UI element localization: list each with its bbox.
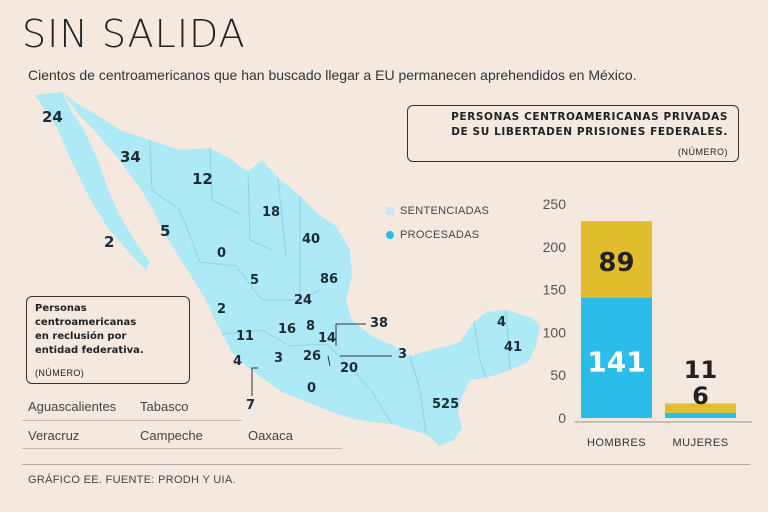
data-label: 6 — [692, 382, 709, 410]
state-label: Aguascalientes — [28, 399, 117, 414]
map-value: 86 — [320, 272, 339, 287]
map-title-line: centroamericanas — [35, 317, 137, 328]
map-value: 3 — [274, 351, 284, 366]
footer-source: GRÁFICO EE. FUENTE: PRODH Y UIA. — [28, 474, 236, 486]
y-tick-label: 200 — [543, 239, 567, 255]
map-value: 34 — [120, 148, 141, 166]
map-title: Personas centroamericanas en reclusión p… — [35, 302, 185, 358]
map-value: 5 — [250, 273, 260, 288]
map-value: 7 — [246, 398, 256, 413]
y-tick-label: 100 — [543, 324, 567, 340]
state-label: Oaxaca — [248, 428, 293, 443]
map-value: 18 — [262, 205, 281, 220]
chart-unit: (NÚMERO) — [678, 147, 728, 157]
map-title-line: en reclusión por — [35, 331, 127, 342]
map-value: 14 — [318, 331, 337, 346]
state-label: Veracruz — [28, 428, 80, 443]
map-value: 41 — [504, 340, 523, 355]
chart-title-box: PERSONAS CENTROAMERICANAS PRIVADAS DE SU… — [407, 105, 739, 162]
y-tick-label: 250 — [543, 196, 567, 212]
map-value: 26 — [303, 349, 322, 364]
map-value: 4 — [233, 354, 243, 369]
map-value: 5 — [160, 222, 171, 240]
y-tick-label: 50 — [550, 367, 566, 383]
map-value: 24 — [294, 293, 313, 308]
map-value: 24 — [42, 108, 63, 126]
data-label: 141 — [587, 346, 645, 379]
x-tick-label: MUJERES — [672, 437, 728, 449]
map-value: 3 — [398, 347, 408, 362]
legend-label: PROCESADAS — [400, 229, 480, 241]
chart-title-line: PERSONAS CENTROAMERICANAS PRIVADAS — [451, 111, 728, 123]
divider — [22, 448, 342, 449]
map-value: 20 — [340, 361, 359, 376]
map-value: 4 — [497, 315, 507, 330]
chart-title: PERSONAS CENTROAMERICANAS PRIVADAS DE SU… — [451, 110, 728, 140]
legend-swatch — [386, 207, 394, 216]
map-value: 38 — [370, 316, 389, 331]
page-subtitle: Cientos de centroamericanos que han busc… — [28, 67, 637, 83]
state-label: Tabasco — [140, 399, 189, 414]
map-title-line: entidad federativa. — [35, 345, 144, 356]
data-label: 11 — [684, 356, 717, 384]
map-value: 40 — [302, 232, 321, 247]
legend-swatch — [386, 231, 394, 240]
page-title: SIN SALIDA — [22, 12, 246, 56]
map-title-line: Personas — [35, 303, 87, 314]
data-label: 89 — [598, 248, 634, 278]
map-value: 16 — [278, 322, 297, 337]
bar-segment-procesadas-mujeres — [665, 412, 736, 418]
bar-segment-procesadas-hombres — [581, 297, 652, 418]
map-value: 8 — [306, 319, 316, 334]
bar-segment-sentenciadas-hombres — [581, 221, 652, 298]
legend-item-sentenciadas: SENTENCIADAS — [386, 205, 489, 217]
map-value: 525 — [432, 397, 460, 412]
footer-divider — [22, 464, 750, 465]
map-mainland — [62, 92, 540, 446]
map-value: 0 — [217, 246, 227, 261]
bar-segment-sentenciadas-mujeres — [665, 403, 736, 413]
map-value: 2 — [104, 233, 115, 251]
map-value: 2 — [217, 302, 227, 317]
state-label: Campeche — [140, 428, 203, 443]
y-tick-label: 150 — [543, 282, 567, 298]
legend-label: SENTENCIADAS — [400, 205, 490, 217]
map-value: 12 — [192, 170, 213, 188]
map-baja-california — [35, 92, 150, 270]
legend-item-procesadas: PROCESADAS — [386, 229, 479, 241]
map-unit: (NÚMERO) — [35, 368, 85, 378]
x-tick-label: HOMBRES — [587, 437, 646, 449]
divider — [22, 420, 242, 421]
map-title-box: Personas centroamericanas en reclusión p… — [26, 296, 190, 384]
y-tick-label: 0 — [558, 410, 566, 426]
map-value: 11 — [236, 329, 255, 344]
chart-title-line: DE SU LIBERTADEN PRISIONES FEDERALES. — [451, 126, 728, 138]
map-value: 0 — [307, 381, 317, 396]
